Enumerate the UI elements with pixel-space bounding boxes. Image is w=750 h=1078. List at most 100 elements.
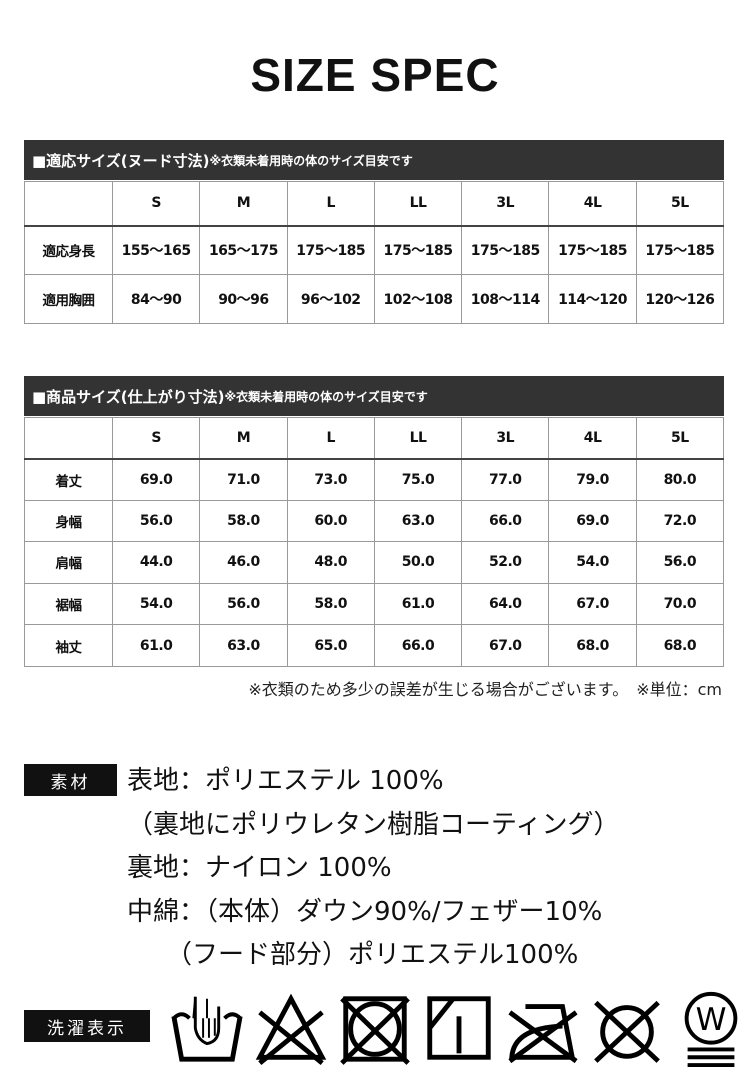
no-tumble-dry-icon [340,996,410,1065]
table-cell: 70.0 [635,582,725,626]
row-label: 適用胸囲 [24,274,113,324]
table2-heading-text: ■商品サイズ(仕上がり寸法) [32,387,225,406]
size-header-cell: S [111,181,201,227]
table-cell: 96〜102 [286,274,375,324]
product-size-table: S M L LL 3L 4L 5L 着丈 69.0 71.0 73.0 75.0 77.0 79.0 80.… [24,417,725,667]
material-line: 裏地：ナイロン 100% [127,853,392,883]
table-cell: 175〜185 [373,225,463,275]
table-cell: 56.0 [199,582,288,626]
table-cell: 58.0 [199,499,288,543]
table2-heading-note: ※衣類未着用時の体のサイズ目安です [224,389,428,404]
table-cell: 108〜114 [461,274,550,324]
material-line: （裏地にポリウレタン樹脂コーティング） [127,809,620,840]
table-cell: 61.0 [111,624,201,667]
table-cell: 67.0 [548,582,637,626]
table-cell: 71.0 [199,458,288,501]
size-header-cell: 4L [548,417,637,460]
table-row: 着丈 69.0 71.0 73.0 75.0 77.0 79.0 80.0 [24,458,725,501]
measurement-note: ※衣類のため多少の誤差が生じる場合がございます。 ※単位：cm [248,680,722,699]
table-cell: 114〜120 [548,274,637,324]
table-cell: 69.0 [111,458,201,501]
table-cell: 66.0 [461,499,550,543]
table-cell: 68.0 [548,624,637,667]
wet-clean-letter: W [696,1002,727,1038]
table-cell: 90〜96 [199,274,288,324]
table2-heading: ■商品サイズ(仕上がり寸法) ※衣類未着用時の体のサイズ目安です [24,376,724,416]
table-row: 肩幅 44.0 46.0 48.0 50.0 52.0 54.0 56.0 [24,541,725,584]
table-cell: 155〜165 [111,225,201,275]
size-header-row: S M L LL 3L 4L 5L [24,417,725,460]
corner-cell [24,417,113,460]
page-title: SIZE SPEC [250,49,500,101]
table-cell: 61.0 [373,582,463,626]
line-dry-shade-icon [427,996,491,1060]
table-cell: 175〜185 [548,225,637,275]
table-cell: 56.0 [635,541,725,584]
row-label: 適応身長 [24,225,113,275]
wash-label: 洗濯表示 [24,1010,150,1042]
material-line: 表地：ポリエステル 100% [127,766,444,796]
table-cell: 46.0 [199,541,288,584]
table-cell: 65.0 [286,624,375,667]
material-line: （フード部分）ポリエステル100% [127,940,579,970]
size-header-cell: S [111,417,201,460]
table-cell: 69.0 [548,499,637,543]
no-bleach-icon [255,993,327,1065]
table-cell: 75.0 [373,458,463,501]
table-cell: 79.0 [548,458,637,501]
table-cell: 66.0 [373,624,463,667]
size-header-cell: 5L [635,181,725,227]
table-cell: 68.0 [635,624,725,667]
table-cell: 175〜185 [286,225,375,275]
table-cell: 50.0 [373,541,463,584]
size-header-cell: L [286,417,375,460]
corner-cell [24,181,113,227]
size-header-cell: 5L [635,417,725,460]
size-header-cell: M [199,181,288,227]
table1-heading: ■適応サイズ(ヌード寸法) ※衣類未着用時の体のサイズ目安です [24,140,724,180]
row-label: 身幅 [24,499,113,543]
table-cell: 54.0 [548,541,637,584]
row-label: 袖丈 [24,624,113,667]
size-header-cell: 3L [461,417,550,460]
no-dry-clean-icon [594,1000,660,1063]
table-cell: 120〜126 [635,274,725,324]
table-cell: 64.0 [461,582,550,626]
table-cell: 63.0 [199,624,288,667]
table-cell: 73.0 [286,458,375,501]
size-header-cell: 4L [548,181,637,227]
table-row: 裾幅 54.0 56.0 58.0 61.0 64.0 67.0 70.0 [24,582,725,626]
table-cell: 80.0 [635,458,725,501]
table-cell: 52.0 [461,541,550,584]
table-row: 適用胸囲 84〜90 90〜96 96〜102 102〜108 108〜114 114〜12… [24,274,725,324]
table-row: 身幅 56.0 58.0 60.0 63.0 66.0 69.0 72.0 [24,499,725,543]
size-header-cell: L [286,181,375,227]
table-cell: 84〜90 [111,274,201,324]
row-label: 着丈 [24,458,113,501]
table-cell: 44.0 [111,541,201,584]
material-label: 素材 [24,764,117,796]
table-cell: 56.0 [111,499,201,543]
table-cell: 165〜175 [199,225,288,275]
hand-wash-icon [171,996,243,1062]
table-cell: 67.0 [461,624,550,667]
no-iron-icon [508,1004,578,1064]
table-cell: 54.0 [111,582,201,626]
table-cell: 58.0 [286,582,375,626]
table-cell: 175〜185 [461,225,550,275]
table1-heading-text: ■適応サイズ(ヌード寸法) [32,151,210,170]
size-header-cell: 3L [461,181,550,227]
care-icons: W [168,988,750,1068]
nude-size-table: S M L LL 3L 4L 5L 適応身長 155〜165 165〜175 175〜185 175〜… [24,181,725,324]
table-cell: 72.0 [635,499,725,543]
material-line: 中綿：（本体）ダウン90%/フェザー10% [127,896,603,927]
table1-heading-note: ※衣類未着用時の体のサイズ目安です [209,153,413,168]
table-cell: 175〜185 [635,225,725,275]
table-row: 適応身長 155〜165 165〜175 175〜185 175〜185 175〜185 1… [24,225,725,275]
table-cell: 60.0 [286,499,375,543]
table-cell: 102〜108 [373,274,463,324]
table-row: 袖丈 61.0 63.0 65.0 66.0 67.0 68.0 68.0 [24,624,725,667]
size-header-cell: LL [373,181,463,227]
material-list: 表地：ポリエステル 100% （裏地にポリウレタン樹脂コーティング） 裏地：ナイ… [127,760,619,978]
wet-clean-very-gentle-icon: W [684,991,738,1067]
